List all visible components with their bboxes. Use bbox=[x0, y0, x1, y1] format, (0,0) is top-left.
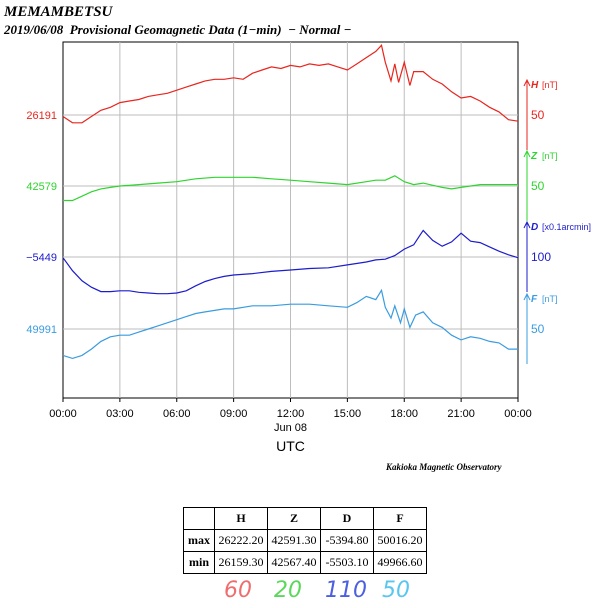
stats-header-z: Z bbox=[267, 507, 321, 530]
x-axis: 00:00 03:00 06:00 09:00 12:00 15:00 18:00 21:00… bbox=[49, 398, 532, 454]
x-date-label: Jun 08 bbox=[274, 422, 307, 434]
stats-corner-cell bbox=[183, 507, 215, 530]
scale-legend-z: 20 bbox=[274, 578, 302, 603]
x-tick-label: 00:00 bbox=[504, 408, 532, 420]
attribution: Kakioka Magnetic Observatory bbox=[386, 462, 502, 472]
scale-arrow-head bbox=[523, 292, 531, 301]
station-title: MEMAMBETSU bbox=[4, 4, 113, 20]
left-label-z: 42579 bbox=[26, 181, 57, 193]
left-label-f: 49991 bbox=[26, 324, 57, 336]
stats-header-row: H Z D F bbox=[183, 507, 427, 530]
scale-arrow-head bbox=[523, 220, 531, 229]
x-tick-label: 00:00 bbox=[49, 408, 77, 420]
series-line-d bbox=[62, 229, 519, 295]
series-line-f bbox=[62, 288, 518, 360]
series-group bbox=[62, 44, 519, 360]
stats-min-row: min 26159.30 42567.40 -5503.10 49966.60 bbox=[183, 551, 427, 574]
scale-name-h: H bbox=[531, 80, 539, 91]
scale-legend-h: 60 bbox=[224, 578, 252, 603]
stats-cell: 42567.40 bbox=[267, 551, 321, 574]
scale-name-z: Z bbox=[530, 151, 538, 162]
scale-value-f: 50 bbox=[531, 322, 545, 336]
scale-legend-d: 110 bbox=[325, 578, 367, 603]
stats-header-d: D bbox=[320, 507, 374, 530]
stats-table: H Z D F max 26222.20 42591.30 -5394.80 5… bbox=[183, 507, 427, 574]
x-axis-label: UTC bbox=[276, 438, 305, 454]
scale-name-d: D bbox=[531, 222, 538, 233]
left-label-d: −5449 bbox=[26, 252, 57, 264]
x-tick-label: 15:00 bbox=[334, 408, 362, 420]
scale-arrow-head bbox=[523, 78, 531, 87]
x-tick-label: 21:00 bbox=[447, 408, 475, 420]
stats-row-label: min bbox=[183, 551, 215, 574]
x-tick-label: 18:00 bbox=[390, 408, 418, 420]
grid bbox=[62, 41, 519, 399]
scale-unit-h: [nT] bbox=[542, 80, 558, 90]
series-line-z bbox=[63, 175, 518, 202]
series-line-h bbox=[62, 44, 519, 124]
scale-name-f: F bbox=[531, 294, 538, 305]
scale-unit-f: [nT] bbox=[542, 294, 558, 304]
stats-header-f: F bbox=[373, 507, 427, 530]
stats-cell: 42591.30 bbox=[267, 529, 321, 552]
stats-cell: 50016.20 bbox=[373, 529, 427, 552]
x-tick-label: 12:00 bbox=[277, 408, 305, 420]
scale-legend-f: 50 bbox=[382, 578, 410, 603]
stats-cell: 49966.60 bbox=[373, 551, 427, 574]
scale-unit-z: [nT] bbox=[542, 151, 558, 161]
stats-cell: 26222.20 bbox=[214, 529, 268, 552]
scale-value-z: 50 bbox=[531, 179, 545, 193]
scale-arrow-head bbox=[523, 149, 531, 158]
scale-unit-d: [x0.1arcmin] bbox=[542, 222, 591, 232]
scale-value-d: 100 bbox=[531, 250, 551, 264]
x-tick-label: 09:00 bbox=[220, 408, 248, 420]
scale-value-h: 50 bbox=[531, 108, 545, 122]
chart-subtitle: 2019/06/08 Provisional Geomagnetic Data … bbox=[4, 22, 352, 37]
x-tick-label: 03:00 bbox=[106, 408, 134, 420]
stats-max-row: max 26222.20 42591.30 -5394.80 50016.20 bbox=[183, 529, 427, 552]
left-label-h: 26191 bbox=[26, 110, 57, 122]
x-tick-label: 06:00 bbox=[163, 408, 191, 420]
stats-header-h: H bbox=[214, 507, 268, 530]
stats-cell: -5394.80 bbox=[320, 529, 374, 552]
stats-row-label: max bbox=[183, 529, 215, 552]
stats-cell: -5503.10 bbox=[320, 551, 374, 574]
left-baseline-labels: 26191 42579 −5449 49991 bbox=[26, 110, 57, 336]
stats-cell: 26159.30 bbox=[214, 551, 268, 574]
